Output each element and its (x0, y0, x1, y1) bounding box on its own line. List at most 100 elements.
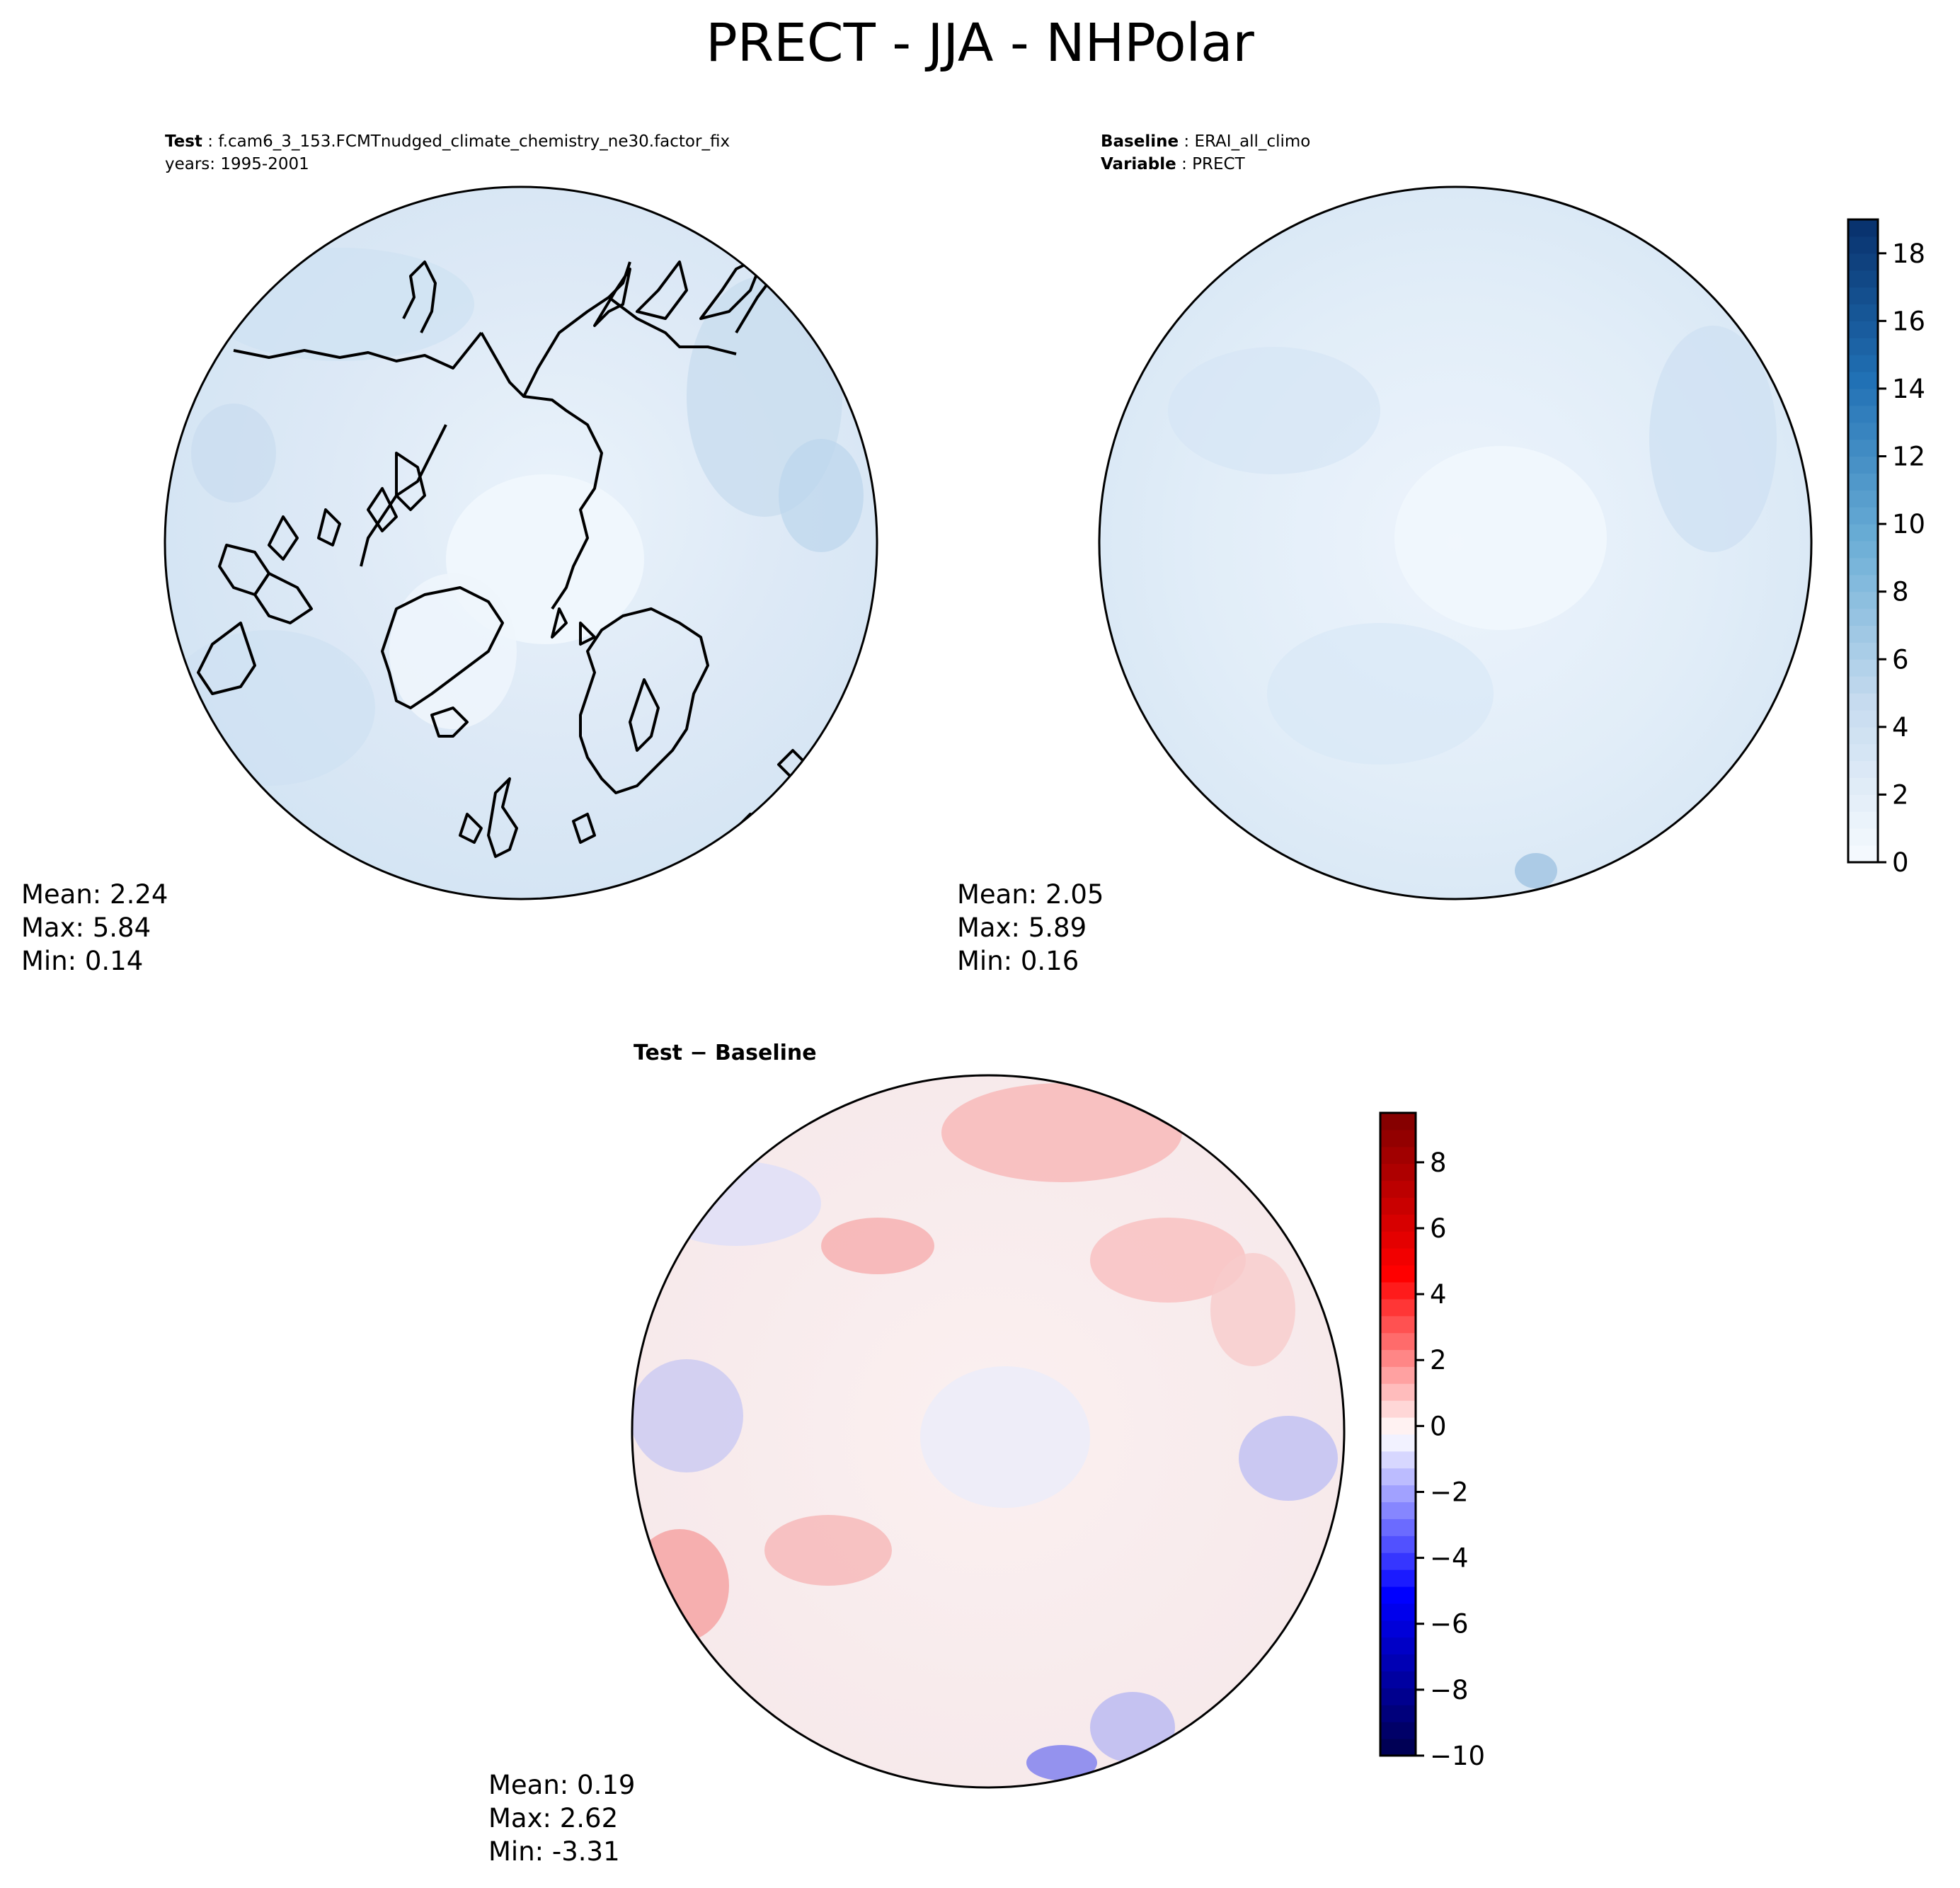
test-max: Max: 5.84 (21, 912, 151, 943)
baseline-colorbar-swatch (1848, 709, 1878, 728)
diff-colorbar-tick-label: 0 (1430, 1411, 1447, 1441)
diff-colorbar-tick-label: −10 (1430, 1741, 1485, 1771)
baseline-colorbar-swatch (1848, 777, 1878, 795)
diff-colorbar-swatch (1380, 1129, 1416, 1148)
diff-colorbar-tick-label: −6 (1430, 1609, 1469, 1640)
diff-colorbar-tick-label: −4 (1430, 1543, 1469, 1574)
figure-title: PRECT - JJA - NHPolar (706, 13, 1254, 74)
baseline-colorbar-swatch (1848, 456, 1878, 474)
diff-colorbar-swatch (1380, 1552, 1416, 1570)
baseline-colorbar-swatch (1848, 524, 1878, 542)
baseline-colorbar-swatch (1848, 811, 1878, 829)
diff-colorbar-swatch (1380, 1349, 1416, 1367)
diff-colorbar-tick-label: 6 (1430, 1213, 1447, 1244)
baseline-colorbar-swatch (1848, 642, 1878, 660)
baseline-colorbar-swatch (1848, 541, 1878, 559)
baseline-colorbar-tick-label: 10 (1892, 509, 1925, 539)
diff-colorbar-swatch (1380, 1197, 1416, 1215)
test-mean: Mean: 2.24 (21, 879, 168, 910)
baseline-colorbar-frame (1847, 218, 1879, 864)
diff-colorbar-swatch (1380, 1417, 1416, 1435)
baseline-header: Baseline : ERAI_all_climo Variable : PRE… (1101, 132, 1311, 173)
diff-colorbar-swatch (1380, 1265, 1416, 1283)
baseline-colorbar-swatch (1848, 219, 1878, 237)
diff-colorbar-tick-label: 4 (1430, 1279, 1447, 1310)
diff-colorbar-tick-label: −2 (1430, 1477, 1469, 1507)
baseline-colorbar-tick-label: 0 (1892, 847, 1909, 878)
diff-colorbar-swatch (1380, 1434, 1416, 1452)
diff-colorbar-swatch (1380, 1569, 1416, 1587)
diff-colorbar-swatch (1380, 1739, 1416, 1756)
baseline-field-patches (1168, 326, 1777, 888)
diff-colorbar-swatch (1380, 1671, 1416, 1688)
baseline-colorbar-swatch (1848, 760, 1878, 779)
baseline-colorbar-tick-label: 12 (1892, 442, 1925, 472)
diff-colorbar-swatch (1380, 1113, 1416, 1131)
diff-colorbar-swatch (1380, 1248, 1416, 1266)
diff-title: Test − Baseline (634, 1041, 817, 1065)
diff-colorbar-swatch (1380, 1688, 1416, 1705)
diff-colorbar-swatch (1380, 1231, 1416, 1249)
diff-mean: Mean: 0.19 (488, 1770, 636, 1800)
diff-colorbar-swatch (1380, 1501, 1416, 1519)
diff-colorbar-swatch (1380, 1518, 1416, 1536)
diff-colorbar-swatch (1380, 1637, 1416, 1655)
baseline-colorbar-swatch (1848, 557, 1878, 576)
diff-colorbar: −10 −8 −6 −4 −2 0 2 4 6 8 (1379, 1111, 1485, 1771)
baseline-colorbar-tick-label: 6 (1892, 644, 1909, 675)
baseline-colorbar-swatch (1848, 253, 1878, 271)
diff-colorbar-swatch (1380, 1214, 1416, 1232)
diff-colorbar-swatch (1380, 1400, 1416, 1418)
baseline-colorbar-swatch (1848, 608, 1878, 626)
baseline-colorbar-tick-label: 14 (1892, 374, 1925, 404)
baseline-colorbar-tick-label: 4 (1892, 712, 1909, 743)
baseline-stats: Mean: 2.05 Max: 5.89 Min: 0.16 (957, 878, 1104, 978)
diff-colorbar-swatch (1380, 1383, 1416, 1401)
baseline-variable-key: Variable (1101, 155, 1176, 173)
baseline-colorbar-tick-label: 18 (1892, 239, 1925, 269)
baseline-colorbar-swatch (1848, 845, 1878, 863)
baseline-label-value: ERAI_all_climo (1194, 132, 1311, 151)
diff-colorbar-swatch (1380, 1705, 1416, 1722)
diff-colorbar-swatch (1380, 1451, 1416, 1469)
diff-colorbar-swatch (1380, 1315, 1416, 1334)
baseline-colorbar-swatch (1848, 236, 1878, 254)
diff-colorbar-frame (1379, 1111, 1417, 1757)
diff-colorbar-swatch (1380, 1722, 1416, 1739)
diff-colorbar-swatch (1380, 1281, 1416, 1300)
diff-colorbar-swatch (1380, 1180, 1416, 1198)
diff-colorbar-tick-label: 8 (1430, 1148, 1447, 1178)
diff-colorbar-swatch (1380, 1332, 1416, 1351)
baseline-colorbar-swatch (1848, 726, 1878, 745)
baseline-colorbar-tick-label: 8 (1892, 577, 1909, 607)
test-years: years: 1995-2001 (165, 155, 309, 173)
baseline-colorbar-swatch (1848, 591, 1878, 610)
diff-colorbar-swatch (1380, 1654, 1416, 1672)
diff-colorbar-swatch (1380, 1586, 1416, 1604)
test-map (164, 185, 878, 900)
baseline-mean: Mean: 2.05 (957, 879, 1104, 910)
diff-colorbar-tick-label: 2 (1430, 1345, 1447, 1375)
baseline-colorbar-tick-label: 2 (1892, 779, 1909, 810)
test-min: Min: 0.14 (21, 946, 144, 976)
diff-max: Max: 2.62 (488, 1803, 619, 1833)
baseline-map-boundary (1098, 185, 1813, 900)
test-stats: Mean: 2.24 Max: 5.84 Min: 0.14 (21, 878, 168, 978)
baseline-colorbar-swatch (1848, 473, 1878, 491)
baseline-map (1098, 185, 1813, 900)
baseline-colorbar-tick-label: 16 (1892, 306, 1925, 336)
baseline-colorbar-swatch (1848, 372, 1878, 389)
diff-field-patches (632, 1083, 1338, 1780)
baseline-max: Max: 5.89 (957, 912, 1087, 943)
diff-map-boundary (631, 1074, 1346, 1789)
baseline-variable-value: PRECT (1192, 155, 1245, 173)
diff-colorbar-tick-label: −8 (1430, 1675, 1469, 1705)
diff-colorbar-swatch (1380, 1468, 1416, 1486)
baseline-colorbar-swatch (1848, 405, 1878, 423)
baseline-colorbar: 0 2 4 6 8 10 12 14 16 18 (1847, 218, 1925, 878)
baseline-colorbar-swatch (1848, 625, 1878, 643)
test-label-key: Test (165, 132, 202, 151)
baseline-colorbar-swatch (1848, 794, 1878, 812)
baseline-colorbar-swatch (1848, 270, 1878, 288)
baseline-colorbar-swatch (1848, 422, 1878, 440)
